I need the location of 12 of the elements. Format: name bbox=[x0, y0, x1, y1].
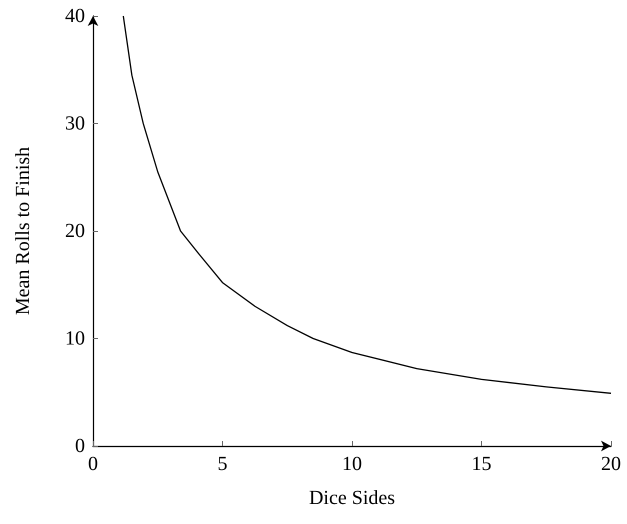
y-axis-title: Mean Rolls to Finish bbox=[12, 146, 34, 316]
y-tick-label: 0 bbox=[75, 435, 85, 457]
y-tick-label: 10 bbox=[65, 328, 85, 350]
line-series bbox=[122, 15, 612, 394]
y-tick-label: 40 bbox=[65, 5, 85, 27]
x-tick-label: 15 bbox=[472, 453, 492, 475]
x-axis-title: Dice Sides bbox=[308, 487, 396, 509]
x-tick-label: 20 bbox=[601, 453, 621, 475]
x-tick-label: 5 bbox=[218, 453, 228, 475]
x-tick-label: 10 bbox=[342, 453, 362, 475]
y-tick-label: 20 bbox=[65, 220, 85, 242]
y-tick-label: 30 bbox=[65, 112, 85, 134]
